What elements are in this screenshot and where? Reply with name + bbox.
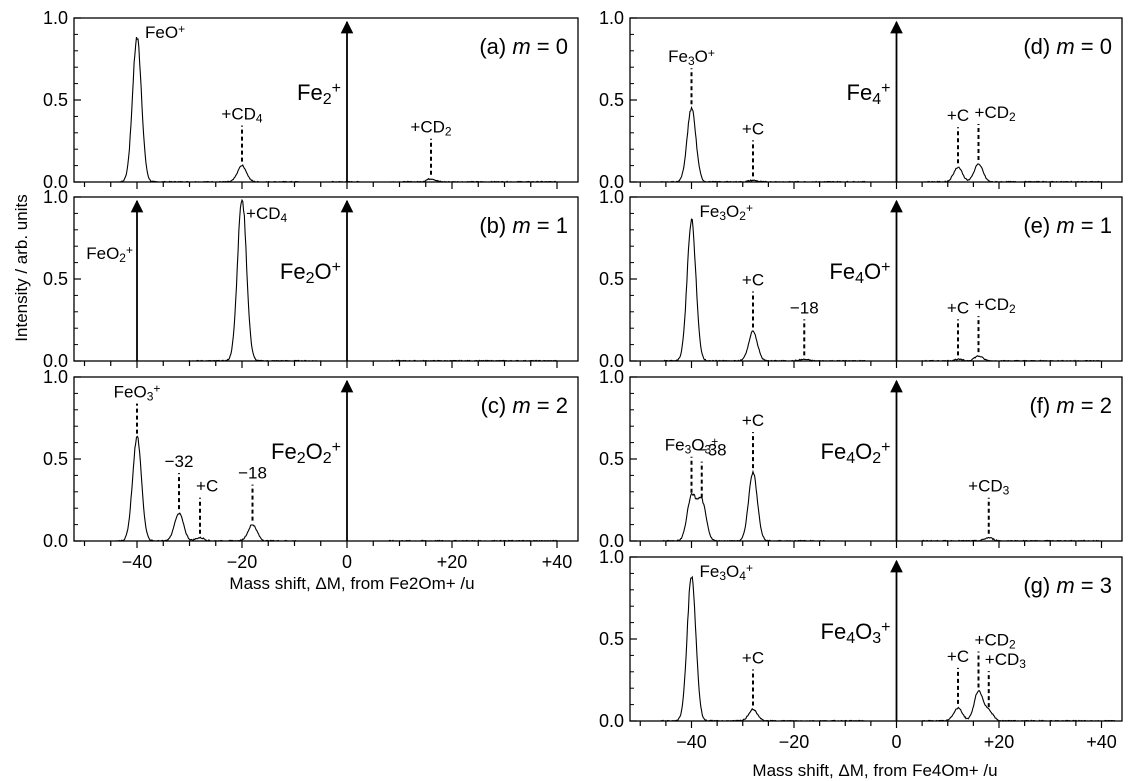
- panel-4: 0.0 0.5 1.0 Fe4+ (d) m = 0 Fe3O+ +C +C +CD2: [599, 8, 1123, 192]
- spectrum-trace: [660, 218, 866, 362]
- spectrum-trace: [660, 575, 866, 722]
- parent-ion-label: Fe2O+: [280, 259, 341, 288]
- x-tick-label: +40: [542, 552, 573, 572]
- y-tick-label: 0.5: [599, 629, 624, 649]
- y-tick-label: 1.0: [599, 367, 624, 387]
- peak-annotation: Fe3O2+: [700, 201, 753, 224]
- y-tick-label: 0.5: [43, 90, 68, 110]
- panel-title: (b) m = 1: [479, 213, 568, 238]
- peak-annotation: +C: [742, 649, 764, 668]
- peak-annotation: +CD2: [975, 630, 1017, 651]
- panel-title: (g) m = 3: [1023, 573, 1112, 598]
- parent-ion-label: Fe4O+: [829, 259, 890, 288]
- parent-ion-label: Fe4O3+: [821, 619, 891, 648]
- spectrum-trace: [389, 177, 557, 183]
- y-tick-label: 1.0: [43, 367, 68, 387]
- peak-annotation: +C: [742, 119, 764, 138]
- peak-annotation: +CD4: [246, 204, 288, 225]
- panel-1: 0.0 0.5 1.0 Fe2+ (a) m = 0 FeO+ +CD4 +CD2: [43, 8, 579, 192]
- spectrum-trace: [389, 359, 558, 362]
- spectrum-trace: [921, 536, 1102, 542]
- peak-annotation: Fe3O3+: [665, 434, 718, 457]
- peak-annotation: +C: [196, 477, 218, 496]
- x-tick-label: −40: [676, 732, 707, 752]
- panel-7: 0.0 0.5 1.0 −40 −20 0 +20 +40 Fe4O3+ (g) m = 3 Fe3…: [599, 547, 1123, 752]
- spectrum-trace: [921, 355, 1102, 362]
- peak-annotation: +C: [742, 411, 764, 430]
- y-tick-label: 1.0: [599, 187, 624, 207]
- y-tick-label: 0.0: [599, 172, 624, 192]
- spectrum-trace: [115, 36, 300, 183]
- y-tick-label: 1.0: [43, 187, 68, 207]
- y-tick-label: 1.0: [43, 8, 68, 28]
- parent-ion-label: Fe2+: [297, 80, 341, 109]
- panel-title: (a) m = 0: [479, 34, 568, 59]
- panel-2: 0.0 0.5 1.0 Fe2O+ FeO2+ (b) m = 1 +CD4: [43, 187, 579, 371]
- peak-annotation: +CD2: [975, 295, 1017, 316]
- panel-title: (e) m = 1: [1023, 213, 1112, 238]
- peak-annotation: +C: [947, 106, 969, 125]
- panel-title: (f) m = 2: [1029, 393, 1112, 418]
- peak-annotation: −32: [165, 452, 194, 471]
- parent-ion-label: Fe4+: [847, 80, 891, 109]
- panel-3: 0.0 0.5 1.0 −40 −20 0 +20 +40 Fe2O2+ (c) m = 2 FeO…: [43, 367, 579, 572]
- peak-annotation: −18: [790, 298, 819, 317]
- peak-annotation: +CD2: [975, 103, 1017, 124]
- y-tick-label: 0.5: [599, 449, 624, 469]
- peak-annotation: Fe3O+: [668, 46, 715, 69]
- panel-title: (c) m = 2: [481, 393, 568, 418]
- y-tick-label: 0.0: [599, 711, 624, 731]
- x-tick-label: 0: [342, 552, 352, 572]
- peak-annotation: −38: [698, 441, 727, 460]
- y-tick-label: 0.5: [43, 269, 68, 289]
- x-tick-label: +40: [1086, 732, 1117, 752]
- panel-title: (d) m = 0: [1023, 34, 1112, 59]
- spectrum-trace: [922, 163, 1102, 183]
- spectrum-trace: [660, 105, 866, 183]
- spectrum-trace: [179, 198, 321, 362]
- y-tick-label: 0.5: [43, 449, 68, 469]
- panel-6: 0.0 0.5 1.0 Fe4O2+ (f) m = 2 Fe3O3+−38 +C +CD3: [599, 367, 1123, 551]
- parent-ion-label: Fe2O2+: [271, 439, 341, 468]
- y-tick-label: 1.0: [599, 547, 624, 567]
- spectrum-trace: [921, 689, 1117, 722]
- y-tick-label: 0.0: [43, 351, 68, 371]
- x-tick-label: +20: [437, 552, 468, 572]
- x-axis-label-left: Mass shift, ΔM, from Fe2Om+ /u: [229, 574, 474, 593]
- peak-annotation: Fe3O4+: [700, 561, 753, 584]
- y-tick-label: 1.0: [599, 8, 624, 28]
- parent-ion-label: Fe4O2+: [821, 439, 891, 468]
- peak-annotation: −18: [238, 464, 267, 483]
- peak-annotation: FeO3+: [114, 381, 161, 404]
- spectrum-trace: [115, 435, 300, 542]
- peak-annotation: FeO+: [145, 22, 185, 42]
- y-axis-label: Intensity / arb. units: [12, 194, 31, 341]
- peak-annotation: +CD4: [221, 105, 263, 126]
- x-tick-label: +20: [984, 732, 1015, 752]
- peak-annotation: +CD3: [985, 650, 1027, 671]
- y-tick-label: 0.5: [599, 269, 624, 289]
- x-tick-label: −20: [227, 552, 258, 572]
- peak-annotation: +CD3: [968, 477, 1010, 498]
- y-tick-label: 0.0: [599, 531, 624, 551]
- spectrum-trace: [660, 469, 825, 542]
- peak-annotation: +CD2: [410, 118, 452, 139]
- y-tick-label: 0.0: [43, 531, 68, 551]
- peak-annotation: +C: [742, 270, 764, 289]
- y-tick-label: 0.0: [599, 351, 624, 371]
- panel-5: 0.0 0.5 1.0 Fe4O+ (e) m = 1 Fe3O2+ +C −18 +C +CD2: [599, 187, 1123, 371]
- y-tick-label: 0.5: [599, 90, 624, 110]
- y-tick-label: 0.0: [43, 172, 68, 192]
- x-tick-label: 0: [891, 732, 901, 752]
- peak-annotation: +C: [947, 298, 969, 317]
- peak-annotation: +C: [947, 647, 969, 666]
- x-tick-label: −40: [122, 552, 153, 572]
- spectrum-trace: [388, 539, 557, 542]
- x-axis-label-right: Mass shift, ΔM, from Fe4Om+ /u: [752, 761, 997, 780]
- x-tick-label: −20: [779, 732, 810, 752]
- product-arrow-label: FeO2+: [86, 243, 133, 266]
